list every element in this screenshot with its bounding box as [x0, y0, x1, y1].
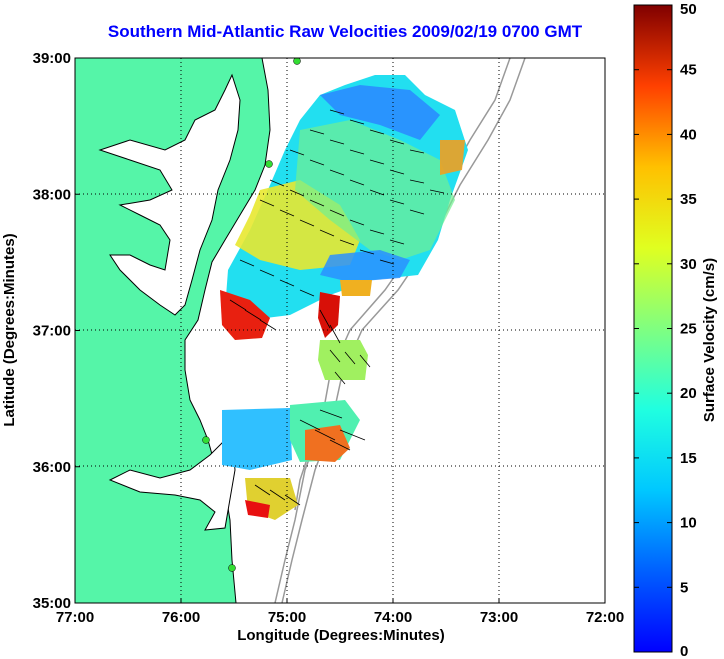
colorbar-tick-label: 0 — [680, 643, 688, 659]
x-tick-label: 77:00 — [56, 609, 94, 626]
x-axis: 77:00 76:00 75:00 74:00 73:00 72:00 — [56, 598, 624, 626]
grid — [75, 58, 605, 603]
velocity-region-yellow-east — [340, 280, 372, 296]
colorbar-tick-label: 45 — [680, 62, 697, 79]
velocity-region-orange-east — [440, 140, 465, 175]
pamlico-sound — [108, 419, 236, 531]
x-axis-label: Longitude (Degrees:Minutes) — [237, 627, 445, 644]
x-tick-label: 72:00 — [586, 609, 624, 626]
colorbar — [633, 4, 673, 653]
station-marker — [228, 564, 236, 572]
velocity-field — [220, 75, 468, 520]
y-tick-label: 36:00 — [33, 459, 71, 476]
velocity-arrows — [229, 109, 445, 506]
x-tick-label: 75:00 — [268, 609, 306, 626]
colorbar-tick-label: 50 — [680, 1, 697, 18]
velocity-region-red-west — [220, 290, 270, 340]
y-axis: 39:00 38:00 37:00 36:00 35:00 — [33, 50, 80, 612]
y-tick-label: 35:00 — [33, 595, 71, 612]
velocity-region-green — [295, 120, 455, 260]
y-tick-label: 39:00 — [33, 50, 71, 67]
colorbar-tick-label: 20 — [680, 385, 697, 402]
colorbar-tick-label: 30 — [680, 256, 697, 273]
velocity-region-blue-south — [320, 250, 410, 282]
colorbar-label: Surface Velocity (cm/s) — [701, 258, 718, 422]
station-marker — [265, 160, 273, 168]
y-tick-label: 38:00 — [33, 186, 71, 203]
chart-title: Southern Mid-Atlantic Raw Velocities 200… — [107, 22, 583, 41]
velocity-region-red-mouth — [318, 292, 340, 338]
station-marker — [293, 58, 301, 65]
colorbar-tick-label: 25 — [680, 321, 697, 338]
station-markers — [202, 58, 301, 572]
colorbar-tick-label: 40 — [680, 126, 697, 143]
colorbar-tick-label: 35 — [680, 191, 697, 208]
colorbar-tick-label: 5 — [680, 579, 688, 596]
colorbar-tick-label: 15 — [680, 450, 697, 467]
x-tick-label: 74:00 — [374, 609, 412, 626]
x-tick-label: 73:00 — [480, 609, 518, 626]
y-tick-label: 37:00 — [33, 323, 71, 340]
y-axis-label: Latitude (Degrees:Minutes) — [1, 233, 18, 426]
velocity-region-south-blue — [222, 408, 292, 470]
velocity-region-blue — [320, 85, 440, 140]
velocity-region-south-orange — [305, 425, 350, 462]
colorbar-tick-label: 10 — [680, 515, 697, 532]
velocity-region-cape-red — [245, 500, 270, 518]
x-tick-label: 76:00 — [162, 609, 200, 626]
station-marker — [202, 436, 210, 444]
chesapeake-bay — [98, 73, 241, 316]
velocity-region-mid — [318, 340, 368, 380]
